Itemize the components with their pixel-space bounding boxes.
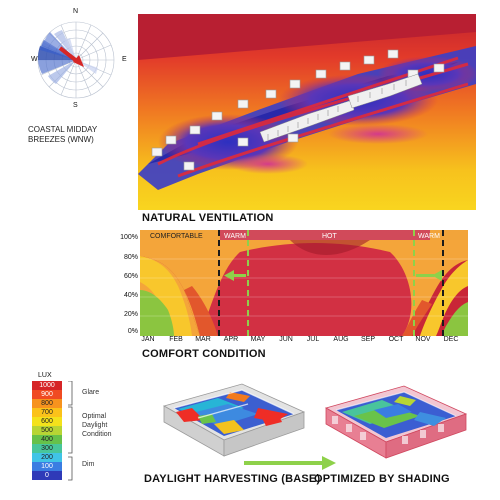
wind-rose-caption: COASTAL MIDDAY BREEZES (WNW) bbox=[28, 125, 97, 145]
compass-s-label: S bbox=[73, 102, 78, 109]
zone-hot: HOT bbox=[322, 233, 337, 240]
month-mar: MAR bbox=[195, 336, 211, 343]
legend-optimal-2: Daylight bbox=[82, 422, 108, 429]
month-sep: SEP bbox=[360, 336, 375, 343]
y-tick-80: 80% bbox=[123, 254, 138, 261]
wind-caption-line2: BREEZES (WNW) bbox=[28, 135, 94, 144]
compass-e-label: E bbox=[122, 56, 127, 63]
compass-n-label: N bbox=[73, 8, 79, 15]
comfort-area-plot bbox=[140, 230, 468, 336]
shift-arrows bbox=[224, 270, 442, 281]
legend-dim: Dim bbox=[82, 461, 95, 468]
lux-400: 400 bbox=[32, 435, 62, 444]
zone-warm-right: WARM bbox=[418, 233, 440, 240]
y-tick-20: 20% bbox=[123, 311, 138, 318]
optimization-arrow bbox=[244, 456, 336, 470]
lux-0: 0 bbox=[32, 471, 62, 480]
lux-600: 600 bbox=[32, 417, 62, 426]
month-jul: JUL bbox=[306, 336, 320, 343]
y-tick-100: 100% bbox=[120, 234, 138, 241]
month-dec: DEC bbox=[443, 336, 459, 343]
month-may: MAY bbox=[250, 336, 266, 343]
daylight-optimized-model bbox=[320, 380, 470, 462]
legend-glare: Glare bbox=[82, 389, 100, 396]
daylight-base-label: DAYLIGHT HARVESTING (BASE) bbox=[144, 473, 321, 485]
month-jan: JAN bbox=[141, 336, 155, 343]
month-oct: OCT bbox=[388, 336, 404, 343]
lux-unit-label: LUX bbox=[38, 372, 52, 379]
comfort-chart: 100% 80% 60% 40% 20% 0% bbox=[112, 230, 468, 350]
wind-rose: N S E W bbox=[26, 8, 127, 110]
lux-200: 200 bbox=[32, 453, 62, 462]
lux-300: 300 bbox=[32, 444, 62, 453]
lux-700: 700 bbox=[32, 408, 62, 417]
legend-optimal-1: Optimal bbox=[82, 413, 107, 420]
lux-100: 100 bbox=[32, 462, 62, 471]
ventilation-title: NATURAL VENTILATION bbox=[142, 212, 274, 224]
ventilation-heatmap bbox=[138, 14, 476, 210]
month-jun: JUN bbox=[279, 336, 293, 343]
daylight-base-model bbox=[158, 378, 308, 460]
y-tick-60: 60% bbox=[123, 273, 138, 280]
legend-optimal-3: Condition bbox=[82, 431, 112, 438]
lux-900: 900 bbox=[32, 390, 62, 399]
daylight-optimized-label: OPTIMIZED BY SHADING bbox=[314, 473, 450, 485]
compass-w-label: W bbox=[31, 56, 38, 63]
month-nov: NOV bbox=[415, 336, 431, 343]
zone-warm-left: WARM bbox=[224, 233, 246, 240]
comfort-title: COMFORT CONDITION bbox=[142, 348, 266, 360]
lux-500: 500 bbox=[32, 426, 62, 435]
month-apr: APR bbox=[223, 336, 239, 343]
wind-rose-graphic bbox=[37, 21, 115, 99]
lux-legend: LUX 1000 900 800 700 600 500 400 300 200… bbox=[10, 372, 130, 484]
y-tick-40: 40% bbox=[123, 292, 138, 299]
month-aug: AUG bbox=[333, 336, 349, 343]
y-tick-0: 0% bbox=[127, 328, 138, 335]
building-blocks bbox=[151, 49, 445, 171]
legend-brackets bbox=[68, 381, 73, 481]
month-feb: FEB bbox=[169, 336, 183, 343]
lux-1000: 1000 bbox=[32, 381, 62, 390]
wind-caption-line1: COASTAL MIDDAY bbox=[28, 125, 98, 134]
lux-800: 800 bbox=[32, 399, 62, 408]
zone-comfortable: COMFORTABLE bbox=[150, 233, 203, 240]
ventilation-simulation bbox=[138, 14, 476, 210]
